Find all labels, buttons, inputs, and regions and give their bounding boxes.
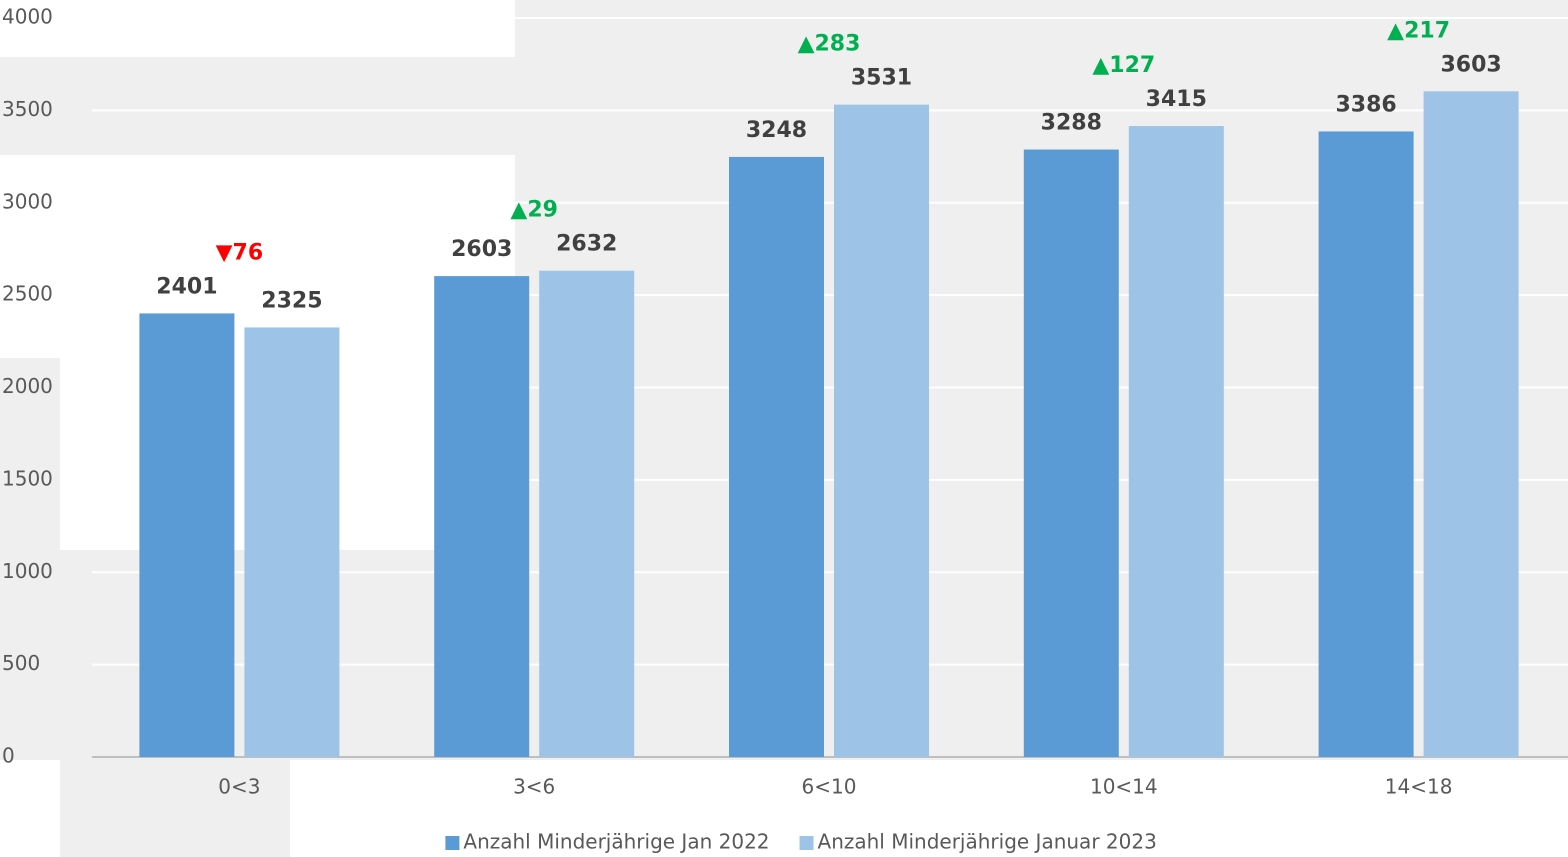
y-tick-label: 500 xyxy=(2,651,40,675)
y-tick-label: 4000 xyxy=(2,5,53,29)
y-tick-label: 3500 xyxy=(2,97,53,121)
y-tick-label: 3000 xyxy=(2,189,53,213)
y-tick-label: 1000 xyxy=(2,559,53,583)
value-label: 2603 xyxy=(451,237,512,262)
bar xyxy=(244,327,340,757)
background-patch xyxy=(0,760,60,857)
value-label: 3603 xyxy=(1440,52,1501,77)
value-label: 2401 xyxy=(156,274,217,299)
value-label: 3288 xyxy=(1041,111,1102,136)
bar xyxy=(729,156,824,757)
legend-swatch xyxy=(799,836,814,850)
background-patch xyxy=(0,0,515,57)
bar xyxy=(1023,149,1119,758)
bar xyxy=(539,270,635,757)
x-tick-label: 6<10 xyxy=(802,775,857,799)
bar xyxy=(434,276,530,757)
value-label: 3415 xyxy=(1146,87,1207,112)
bar xyxy=(1318,131,1414,757)
value-label: 3531 xyxy=(851,66,912,91)
x-tick-label: 0<3 xyxy=(218,775,260,799)
value-label: 3248 xyxy=(746,118,807,143)
x-tick-label: 14<18 xyxy=(1385,775,1453,799)
legend-label: Anzahl Minderjährige Jan 2022 xyxy=(463,830,769,854)
bar xyxy=(139,313,235,757)
value-label: 2632 xyxy=(556,232,617,257)
x-tick-label: 10<14 xyxy=(1090,775,1158,799)
x-tick-label: 3<6 xyxy=(513,775,555,799)
change-annotation: ▼76 xyxy=(216,240,264,265)
background-patch xyxy=(290,760,1568,857)
bar xyxy=(1128,126,1224,758)
bar xyxy=(1423,91,1519,757)
y-tick-label: 2000 xyxy=(2,374,53,398)
y-tick-label: 1500 xyxy=(2,466,53,490)
bar xyxy=(834,104,929,757)
legend-label: Anzahl Minderjährige Januar 2023 xyxy=(818,830,1157,854)
legend-swatch xyxy=(445,836,460,850)
background-patch xyxy=(0,155,515,358)
y-tick-label: 2500 xyxy=(2,282,53,306)
change-annotation: ▲29 xyxy=(510,198,558,223)
y-tick-label: 0 xyxy=(2,744,15,768)
change-annotation: ▲283 xyxy=(798,32,861,57)
change-annotation: ▲127 xyxy=(1092,53,1155,78)
value-label: 3386 xyxy=(1335,92,1396,117)
change-annotation: ▲217 xyxy=(1387,18,1450,43)
value-label: 2325 xyxy=(261,288,322,313)
